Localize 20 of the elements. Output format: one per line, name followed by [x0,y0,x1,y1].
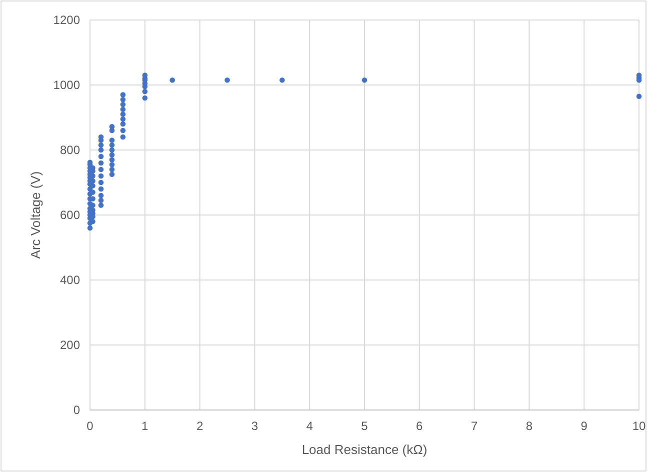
x-tick-label: 10 [632,419,646,433]
y-tick-label: 400 [60,273,80,288]
x-tick-label: 0 [86,419,94,433]
x-tick-label: 4 [306,419,314,433]
y-tick-label: 200 [60,338,80,352]
x-tick-label: 2 [196,419,204,433]
x-tick-label: 9 [580,419,588,433]
x-tick-label: 7 [470,419,478,433]
x-tick-label: 8 [526,419,533,433]
y-tick-label: 1200 [53,13,80,28]
x-tick-label: 3 [251,419,258,433]
y-tick-label: 1000 [53,78,80,92]
x-tick-label: 1 [142,419,149,433]
y-axis-title: Arc Voltage (V) [28,171,43,259]
y-tick-label: 0 [73,403,80,418]
y-tick-label: 600 [60,208,80,222]
x-tick-label: 6 [416,419,424,433]
y-tick-label: 800 [60,143,80,158]
x-tick-label: 5 [361,419,368,433]
x-axis-title: Load Resistance (kΩ) [302,442,428,457]
